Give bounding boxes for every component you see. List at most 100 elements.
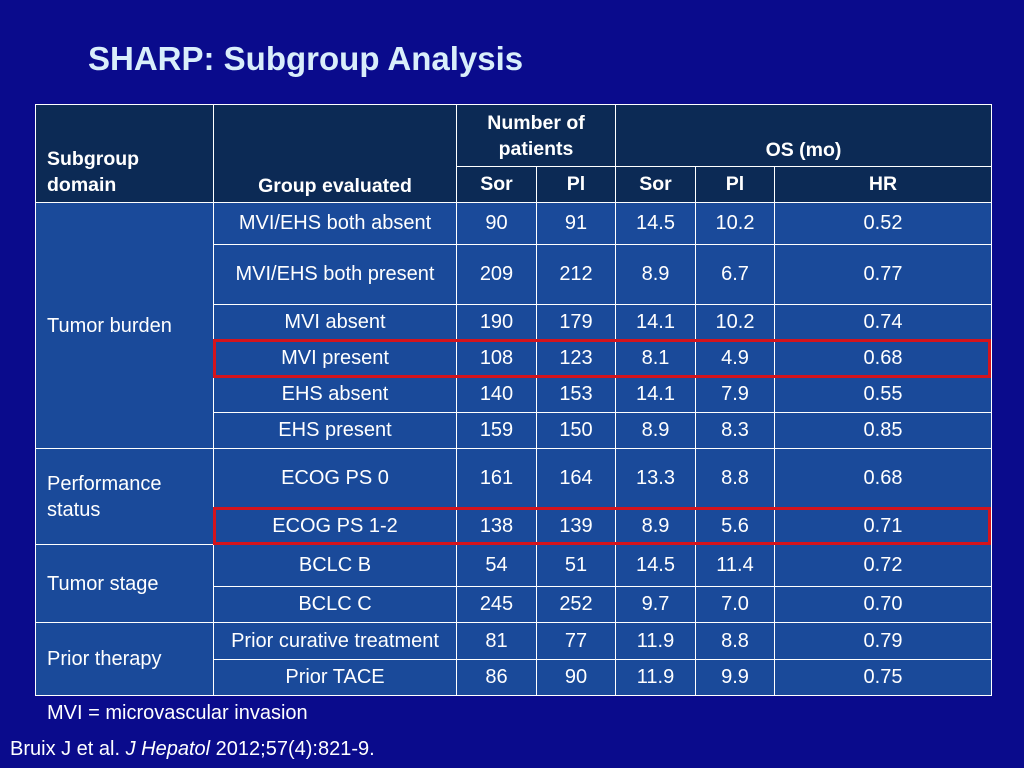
hr-cell: 0.79 bbox=[773, 622, 993, 660]
domain-performance-status: Performance status bbox=[35, 448, 214, 545]
hr-cell: 0.71 bbox=[773, 508, 993, 545]
os-sor-cell: 13.3 bbox=[615, 448, 696, 509]
os-sor-cell: 14.1 bbox=[615, 376, 696, 413]
header-os-sor: Sor bbox=[615, 166, 696, 203]
slide-title: SHARP: Subgroup Analysis bbox=[88, 40, 524, 77]
os-sor-cell: 14.5 bbox=[615, 544, 696, 587]
footnote: MVI = microvascular invasion bbox=[47, 702, 308, 724]
n-pl-cell: 164 bbox=[536, 448, 616, 509]
n-sor-cell: 138 bbox=[456, 508, 537, 545]
domain-tumor-burden: Tumor burden bbox=[35, 202, 214, 449]
group-cell: MVI absent bbox=[213, 304, 457, 341]
os-pl-cell: 5.6 bbox=[695, 508, 775, 545]
table-row: EHS present 159 150 8.9 8.3 0.85 bbox=[36, 412, 993, 449]
os-sor-cell: 11.9 bbox=[615, 659, 696, 696]
group-cell: ECOG PS 1-2 bbox=[213, 508, 457, 545]
group-cell: EHS absent bbox=[213, 376, 457, 413]
n-pl-cell: 91 bbox=[536, 202, 616, 245]
hr-cell: 0.72 bbox=[773, 544, 993, 587]
n-pl-cell: 212 bbox=[536, 244, 616, 305]
group-cell: MVI/EHS both absent bbox=[213, 202, 457, 245]
n-pl-cell: 150 bbox=[536, 412, 616, 449]
group-cell: BCLC C bbox=[213, 586, 457, 623]
os-sor-cell: 8.1 bbox=[615, 340, 696, 377]
header-number-of-patients: Number of patients bbox=[456, 104, 616, 167]
group-cell: ECOG PS 0 bbox=[213, 448, 457, 509]
header-subgroup-domain: Subgroup domain bbox=[35, 104, 214, 203]
domain-prior-therapy: Prior therapy bbox=[35, 622, 214, 696]
hr-cell: 0.52 bbox=[773, 202, 993, 245]
table-row: Prior TACE 86 90 11.9 9.9 0.75 bbox=[36, 659, 993, 696]
n-pl-cell: 51 bbox=[536, 544, 616, 587]
n-pl-cell: 123 bbox=[536, 340, 616, 377]
n-sor-cell: 161 bbox=[456, 448, 537, 509]
os-pl-cell: 8.8 bbox=[695, 622, 775, 660]
group-cell: MVI/EHS both present bbox=[213, 244, 457, 305]
hr-cell: 0.77 bbox=[773, 244, 993, 305]
n-sor-cell: 108 bbox=[456, 340, 537, 377]
citation: Bruix J et al. J Hepatol 2012;57(4):821-… bbox=[10, 738, 375, 761]
table-row: Performance status ECOG PS 0 161 164 13.… bbox=[35, 448, 993, 545]
n-sor-cell: 159 bbox=[456, 412, 537, 449]
hr-cell: 0.85 bbox=[773, 412, 993, 449]
os-sor-cell: 9.7 bbox=[615, 586, 696, 623]
group-cell: MVI present bbox=[213, 340, 457, 377]
n-sor-cell: 190 bbox=[456, 304, 537, 341]
header-os: OS (mo) bbox=[614, 104, 993, 167]
hr-cell: 0.75 bbox=[773, 659, 993, 696]
os-pl-cell: 8.8 bbox=[695, 448, 775, 509]
n-sor-cell: 209 bbox=[456, 244, 537, 305]
table-row: Prior therapy Prior curative treatment 8… bbox=[35, 622, 993, 696]
header-group-evaluated: Group evaluated bbox=[213, 104, 457, 203]
n-pl-cell: 179 bbox=[536, 304, 616, 341]
group-cell: Prior curative treatment bbox=[213, 622, 457, 660]
citation-journal: J Hepatol bbox=[125, 738, 211, 760]
hr-cell: 0.70 bbox=[773, 586, 993, 623]
n-sor-cell: 90 bbox=[456, 202, 537, 245]
header-n-pl: Pl bbox=[536, 166, 616, 203]
hr-cell: 0.68 bbox=[773, 340, 993, 377]
citation-ref: 2012;57(4):821-9. bbox=[215, 738, 375, 760]
table-row: MVI absent 190 179 14.1 10.2 0.74 bbox=[36, 304, 993, 341]
os-pl-cell: 10.2 bbox=[695, 202, 775, 245]
hr-cell: 0.68 bbox=[773, 448, 993, 509]
n-sor-cell: 140 bbox=[456, 376, 537, 413]
os-pl-cell: 7.9 bbox=[695, 376, 775, 413]
table-row-highlighted: MVI present 108 123 8.1 4.9 0.68 bbox=[36, 340, 993, 377]
citation-authors: Bruix J et al. bbox=[10, 738, 121, 760]
header-os-pl: Pl bbox=[695, 166, 775, 203]
n-sor-cell: 81 bbox=[456, 622, 537, 660]
table-row: Tumor stage BCLC B 54 51 14.5 11.4 0.72 bbox=[35, 544, 993, 623]
group-cell: Prior TACE bbox=[213, 659, 457, 696]
hr-cell: 0.74 bbox=[773, 304, 993, 341]
os-sor-cell: 14.5 bbox=[615, 202, 696, 245]
table-row: Tumor burden MVI/EHS both absent 90 91 1… bbox=[35, 202, 993, 449]
subgroup-table: Subgroup domain Group evaluated Number o… bbox=[35, 104, 993, 696]
n-sor-cell: 245 bbox=[456, 586, 537, 623]
n-sor-cell: 54 bbox=[456, 544, 537, 587]
n-sor-cell: 86 bbox=[456, 659, 537, 696]
n-pl-cell: 90 bbox=[536, 659, 616, 696]
header-n-sor: Sor bbox=[456, 166, 537, 203]
os-pl-cell: 6.7 bbox=[695, 244, 775, 305]
table-row-highlighted: ECOG PS 1-2 138 139 8.9 5.6 0.71 bbox=[36, 508, 993, 545]
n-pl-cell: 252 bbox=[536, 586, 616, 623]
n-pl-cell: 153 bbox=[536, 376, 616, 413]
os-sor-cell: 14.1 bbox=[615, 304, 696, 341]
table-row: EHS absent 140 153 14.1 7.9 0.55 bbox=[36, 376, 993, 413]
table-row: MVI/EHS both present 209 212 8.9 6.7 0.7… bbox=[36, 244, 993, 305]
header-hr: HR bbox=[773, 166, 993, 203]
os-pl-cell: 7.0 bbox=[695, 586, 775, 623]
os-pl-cell: 10.2 bbox=[695, 304, 775, 341]
os-sor-cell: 11.9 bbox=[615, 622, 696, 660]
os-sor-cell: 8.9 bbox=[615, 412, 696, 449]
n-pl-cell: 77 bbox=[536, 622, 616, 660]
os-pl-cell: 9.9 bbox=[695, 659, 775, 696]
os-pl-cell: 4.9 bbox=[695, 340, 775, 377]
os-sor-cell: 8.9 bbox=[615, 244, 696, 305]
os-pl-cell: 11.4 bbox=[695, 544, 775, 587]
n-pl-cell: 139 bbox=[536, 508, 616, 545]
hr-cell: 0.55 bbox=[773, 376, 993, 413]
os-sor-cell: 8.9 bbox=[615, 508, 696, 545]
os-pl-cell: 8.3 bbox=[695, 412, 775, 449]
